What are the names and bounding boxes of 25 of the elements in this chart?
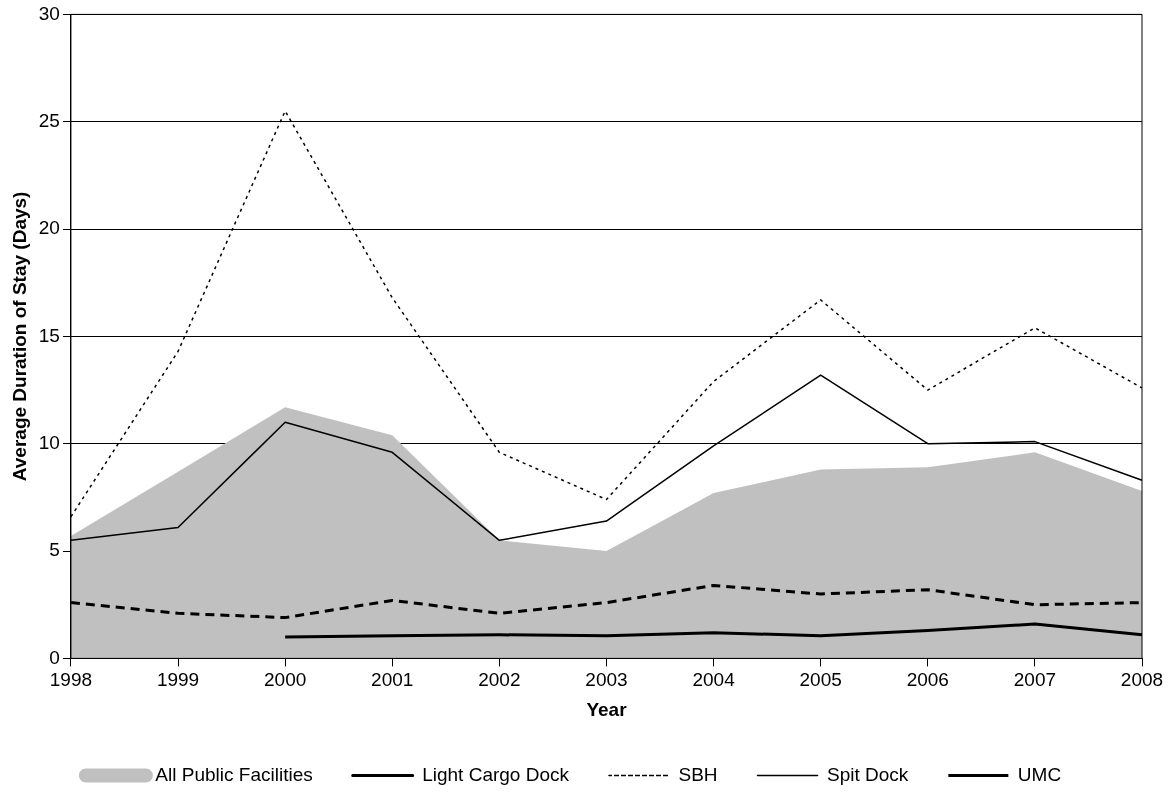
x-tick-label: 2003 bbox=[585, 669, 628, 691]
y-tick-label: 5 bbox=[49, 539, 60, 561]
x-axis-title: Year bbox=[586, 698, 628, 720]
y-tick-label: 20 bbox=[38, 217, 60, 239]
legend-label: Light Cargo Dock bbox=[422, 763, 570, 785]
x-tick-label: 2001 bbox=[371, 669, 414, 691]
y-tick-label: 15 bbox=[38, 324, 60, 346]
legend-label: Spit Dock bbox=[827, 763, 909, 785]
legend-label: SBH bbox=[678, 763, 718, 785]
y-tick-label: 0 bbox=[49, 646, 60, 668]
legend-label: UMC bbox=[1017, 763, 1062, 785]
x-tick-label: 2004 bbox=[692, 669, 736, 691]
x-tick-label: 2005 bbox=[799, 669, 842, 691]
y-tick-label: 10 bbox=[38, 431, 60, 453]
x-tick-label: 2000 bbox=[264, 669, 307, 691]
x-tick-label: 1998 bbox=[49, 669, 93, 691]
x-tick-label: 2006 bbox=[906, 669, 949, 691]
x-tick-label: 2002 bbox=[478, 669, 521, 691]
y-tick-label: 25 bbox=[38, 109, 60, 131]
x-tick-label: 2008 bbox=[1120, 669, 1164, 691]
y-axis-title: Average Duration of Stay (Days) bbox=[8, 191, 30, 482]
x-tick-label: 1999 bbox=[156, 669, 200, 691]
x-tick-label: 2007 bbox=[1013, 669, 1057, 691]
legend-label: All Public Facilities bbox=[155, 763, 313, 785]
y-tick-label: 30 bbox=[38, 2, 60, 24]
